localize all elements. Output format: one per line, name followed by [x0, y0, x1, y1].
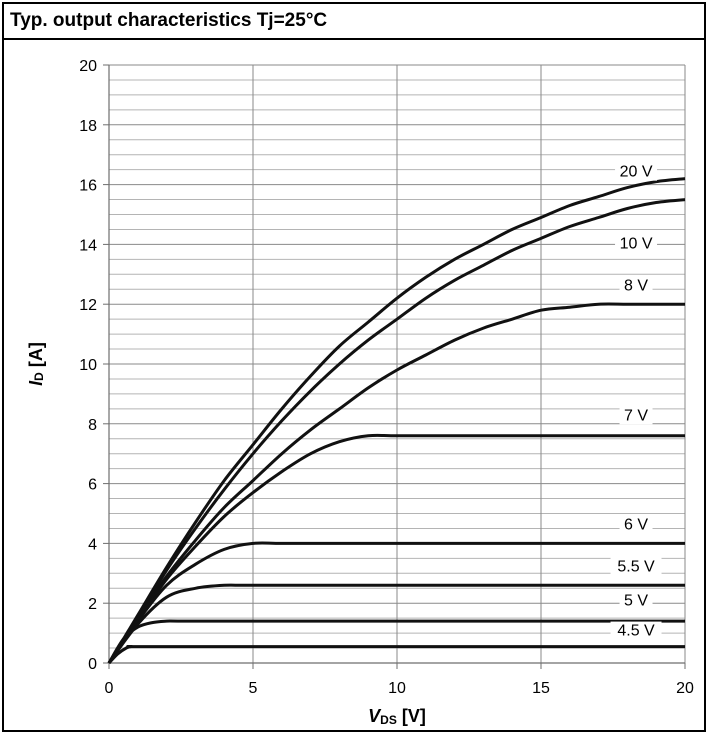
- series-10-vcurve: [107, 198, 686, 664]
- y-axis-title: ID [A]: [26, 342, 46, 386]
- axes: 0 2 4 6 8 10 12 14 16 18 20 0 5 10 15 20: [79, 58, 694, 697]
- curve-label: 5 V: [624, 593, 648, 610]
- curve-label-bg: [610, 621, 662, 640]
- series-group: [107, 177, 686, 665]
- curve-label: 10 V: [620, 235, 653, 252]
- x-tick-label: 10: [388, 680, 406, 697]
- y-axis-title-unit: [A]: [26, 342, 46, 372]
- x-tick-label: 20: [676, 680, 694, 697]
- series-8-vcurve: [107, 302, 685, 664]
- y-tick-label: 10: [79, 357, 97, 374]
- series-4-5-vcurve: [107, 644, 685, 665]
- x-axis-title-main: V: [368, 706, 382, 726]
- series-5-5-vcurve: [107, 583, 685, 664]
- curve-label-bg: [615, 234, 658, 253]
- x-axis-title: VDS [V]: [368, 706, 426, 727]
- y-tick-label: 16: [79, 178, 97, 195]
- x-tick-label: 0: [105, 680, 114, 697]
- curve-label-bg: [619, 406, 653, 425]
- x-tick-label: 15: [532, 680, 550, 697]
- grid: [108, 64, 686, 664]
- y-tick-label: 20: [79, 58, 97, 75]
- y-tick-label: 4: [88, 536, 97, 553]
- curve-label: 4.5 V: [617, 623, 655, 640]
- series-20-vcurve: [107, 177, 686, 664]
- series-6-vcurve: [107, 541, 685, 664]
- y-tick-label: 18: [79, 118, 97, 135]
- x-axis-title-sub: DS: [380, 713, 397, 727]
- curve-label: 5.5 V: [617, 558, 655, 575]
- curve-label-bg: [619, 591, 653, 610]
- series-7-vcurve: [107, 433, 685, 664]
- y-tick-label: 0: [88, 656, 97, 673]
- curve-label-bg: [610, 557, 662, 576]
- curve-label-bg: [619, 276, 653, 295]
- y-axis-title-main: I: [26, 380, 46, 386]
- curve-label: 20 V: [620, 164, 653, 181]
- y-axis-title-sub: D: [32, 372, 46, 381]
- y-tick-label: 2: [88, 596, 97, 613]
- y-tick-label: 6: [88, 477, 97, 494]
- y-tick-label: 8: [88, 417, 97, 434]
- y-tick-label: 12: [79, 297, 97, 314]
- curve-labels: 20 V 10 V 8 V 7 V 6 V 5.5 V 5 V 4.5 V: [610, 162, 662, 640]
- curve-label: 6 V: [624, 516, 648, 533]
- curve-label-bg: [615, 162, 658, 181]
- curve-label: 8 V: [624, 277, 648, 294]
- curve-label-bg: [619, 515, 653, 534]
- chart-title: Typ. output characteristics Tj=25°C: [4, 4, 704, 40]
- series-5-vcurve: [107, 619, 685, 664]
- x-axis-title-unit: [V]: [397, 706, 426, 726]
- x-tick-label: 5: [249, 680, 258, 697]
- y-tick-label: 14: [79, 237, 97, 254]
- curve-label: 7 V: [624, 407, 648, 424]
